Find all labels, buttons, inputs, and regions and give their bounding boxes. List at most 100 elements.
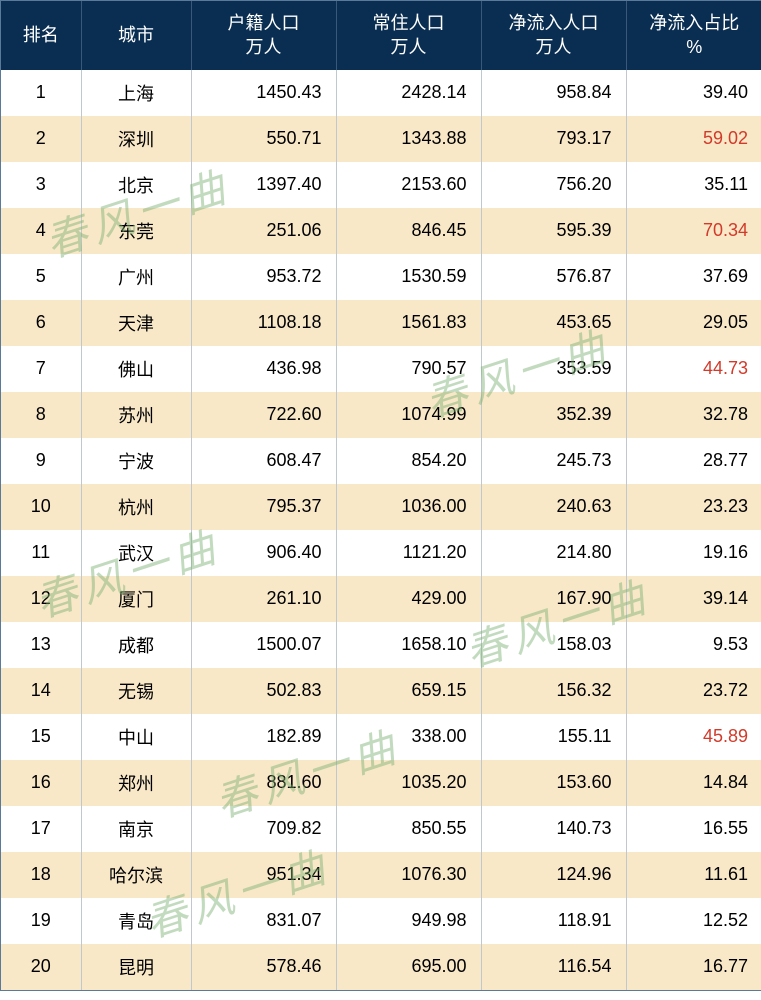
rank-cell: 13	[1, 622, 81, 668]
table-row: 19青岛831.07949.98118.9112.52	[1, 898, 761, 944]
rank-cell: 5	[1, 254, 81, 300]
net-inflow-cell: 453.65	[481, 300, 626, 346]
resident-pop-cell: 790.57	[336, 346, 481, 392]
net-inflow-cell: 116.54	[481, 944, 626, 990]
net-inflow-pct-cell: 11.61	[626, 852, 761, 898]
col-header-3: 常住人口万人	[336, 1, 481, 70]
net-inflow-cell: 155.11	[481, 714, 626, 760]
registered-pop-cell: 795.37	[191, 484, 336, 530]
table-row: 11武汉906.401121.20214.8019.16	[1, 530, 761, 576]
net-inflow-cell: 595.39	[481, 208, 626, 254]
resident-pop-cell: 1036.00	[336, 484, 481, 530]
table-row: 6天津1108.181561.83453.6529.05	[1, 300, 761, 346]
city-cell: 佛山	[81, 346, 191, 392]
net-inflow-pct-cell: 14.84	[626, 760, 761, 806]
registered-pop-cell: 502.83	[191, 668, 336, 714]
city-cell: 上海	[81, 70, 191, 116]
rank-cell: 9	[1, 438, 81, 484]
rank-cell: 11	[1, 530, 81, 576]
rank-cell: 12	[1, 576, 81, 622]
table-row: 16郑州881.601035.20153.6014.84	[1, 760, 761, 806]
rank-cell: 6	[1, 300, 81, 346]
table-row: 15中山182.89338.00155.1145.89	[1, 714, 761, 760]
city-cell: 中山	[81, 714, 191, 760]
table-row: 1上海1450.432428.14958.8439.40	[1, 70, 761, 116]
net-inflow-cell: 793.17	[481, 116, 626, 162]
rank-cell: 2	[1, 116, 81, 162]
col-header-4: 净流入人口万人	[481, 1, 626, 70]
table-row: 3北京1397.402153.60756.2035.11	[1, 162, 761, 208]
net-inflow-pct-cell: 16.55	[626, 806, 761, 852]
rank-cell: 20	[1, 944, 81, 990]
city-cell: 宁波	[81, 438, 191, 484]
table-row: 20昆明578.46695.00116.5416.77	[1, 944, 761, 990]
net-inflow-cell: 118.91	[481, 898, 626, 944]
net-inflow-pct-cell: 37.69	[626, 254, 761, 300]
net-inflow-pct-cell: 39.14	[626, 576, 761, 622]
net-inflow-pct-cell: 19.16	[626, 530, 761, 576]
registered-pop-cell: 578.46	[191, 944, 336, 990]
net-inflow-pct-cell: 35.11	[626, 162, 761, 208]
net-inflow-pct-cell: 29.05	[626, 300, 761, 346]
resident-pop-cell: 1343.88	[336, 116, 481, 162]
registered-pop-cell: 261.10	[191, 576, 336, 622]
net-inflow-pct-cell: 59.02	[626, 116, 761, 162]
registered-pop-cell: 436.98	[191, 346, 336, 392]
resident-pop-cell: 850.55	[336, 806, 481, 852]
col-header-2: 户籍人口万人	[191, 1, 336, 70]
city-cell: 哈尔滨	[81, 852, 191, 898]
registered-pop-cell: 1450.43	[191, 70, 336, 116]
table-row: 4东莞251.06846.45595.3970.34	[1, 208, 761, 254]
resident-pop-cell: 949.98	[336, 898, 481, 944]
rank-cell: 15	[1, 714, 81, 760]
table-row: 13成都1500.071658.10158.039.53	[1, 622, 761, 668]
col-header-1: 城市	[81, 1, 191, 70]
city-cell: 天津	[81, 300, 191, 346]
registered-pop-cell: 722.60	[191, 392, 336, 438]
rank-cell: 1	[1, 70, 81, 116]
resident-pop-cell: 695.00	[336, 944, 481, 990]
city-cell: 青岛	[81, 898, 191, 944]
rank-cell: 3	[1, 162, 81, 208]
net-inflow-pct-cell: 23.72	[626, 668, 761, 714]
resident-pop-cell: 1035.20	[336, 760, 481, 806]
rank-cell: 16	[1, 760, 81, 806]
table-row: 7佛山436.98790.57353.5944.73	[1, 346, 761, 392]
city-cell: 北京	[81, 162, 191, 208]
rank-cell: 17	[1, 806, 81, 852]
city-cell: 昆明	[81, 944, 191, 990]
resident-pop-cell: 338.00	[336, 714, 481, 760]
city-cell: 武汉	[81, 530, 191, 576]
net-inflow-pct-cell: 39.40	[626, 70, 761, 116]
net-inflow-pct-cell: 12.52	[626, 898, 761, 944]
registered-pop-cell: 182.89	[191, 714, 336, 760]
table-row: 10杭州795.371036.00240.6323.23	[1, 484, 761, 530]
registered-pop-cell: 881.60	[191, 760, 336, 806]
registered-pop-cell: 906.40	[191, 530, 336, 576]
rank-cell: 4	[1, 208, 81, 254]
registered-pop-cell: 1500.07	[191, 622, 336, 668]
city-cell: 杭州	[81, 484, 191, 530]
resident-pop-cell: 1561.83	[336, 300, 481, 346]
population-table: 排名城市户籍人口万人常住人口万人净流入人口万人净流入占比% 1上海1450.43…	[1, 1, 761, 990]
city-cell: 厦门	[81, 576, 191, 622]
table-row: 17南京709.82850.55140.7316.55	[1, 806, 761, 852]
table-row: 8苏州722.601074.99352.3932.78	[1, 392, 761, 438]
resident-pop-cell: 1658.10	[336, 622, 481, 668]
net-inflow-cell: 167.90	[481, 576, 626, 622]
rank-cell: 7	[1, 346, 81, 392]
registered-pop-cell: 251.06	[191, 208, 336, 254]
net-inflow-pct-cell: 16.77	[626, 944, 761, 990]
resident-pop-cell: 854.20	[336, 438, 481, 484]
net-inflow-cell: 158.03	[481, 622, 626, 668]
resident-pop-cell: 1074.99	[336, 392, 481, 438]
net-inflow-cell: 958.84	[481, 70, 626, 116]
net-inflow-cell: 576.87	[481, 254, 626, 300]
registered-pop-cell: 608.47	[191, 438, 336, 484]
net-inflow-pct-cell: 28.77	[626, 438, 761, 484]
net-inflow-cell: 156.32	[481, 668, 626, 714]
population-table-container: 排名城市户籍人口万人常住人口万人净流入人口万人净流入占比% 1上海1450.43…	[0, 0, 761, 991]
net-inflow-pct-cell: 9.53	[626, 622, 761, 668]
resident-pop-cell: 846.45	[336, 208, 481, 254]
registered-pop-cell: 953.72	[191, 254, 336, 300]
